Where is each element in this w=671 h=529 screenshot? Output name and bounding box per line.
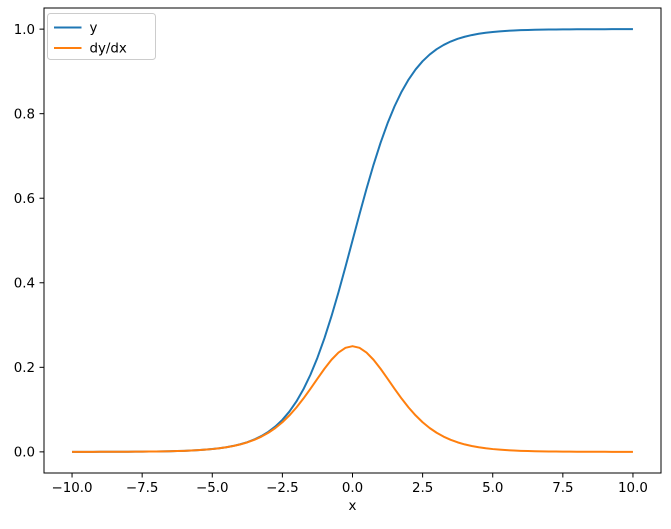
y-tick-label: 0.6 <box>14 192 35 207</box>
x-axis: −10.0 −7.5 −5.0 −2.5 0.0 2.5 5.0 7.5 10.0 <box>52 473 648 496</box>
legend-label-y: y <box>90 21 98 36</box>
x-tick-label: −10.0 <box>52 481 93 496</box>
y-tick-label: 0.4 <box>14 277 35 292</box>
y-tick-label: 0.8 <box>14 107 35 122</box>
x-tick-label: 7.5 <box>552 481 573 496</box>
legend-label-dydx: dy/dx <box>90 42 127 57</box>
x-tick-label: 0.0 <box>342 481 363 496</box>
x-tick-label: −5.0 <box>196 481 229 496</box>
series-group <box>72 28 633 453</box>
x-tick-label: 2.5 <box>412 481 433 496</box>
x-tick-label: −2.5 <box>266 481 299 496</box>
x-axis-label: x <box>349 499 357 514</box>
x-tick-label: −7.5 <box>126 481 159 496</box>
x-tick-label: 5.0 <box>482 481 503 496</box>
x-tick-label: 10.0 <box>618 481 648 496</box>
series-line-dydx <box>72 345 633 453</box>
y-tick-label: 0.2 <box>14 361 35 376</box>
legend: y dy/dx <box>47 13 156 60</box>
y-tick-label: 0.0 <box>14 446 35 461</box>
y-axis: 0.0 0.2 0.4 0.6 0.8 1.0 <box>14 23 44 461</box>
y-tick-label: 1.0 <box>14 23 35 38</box>
